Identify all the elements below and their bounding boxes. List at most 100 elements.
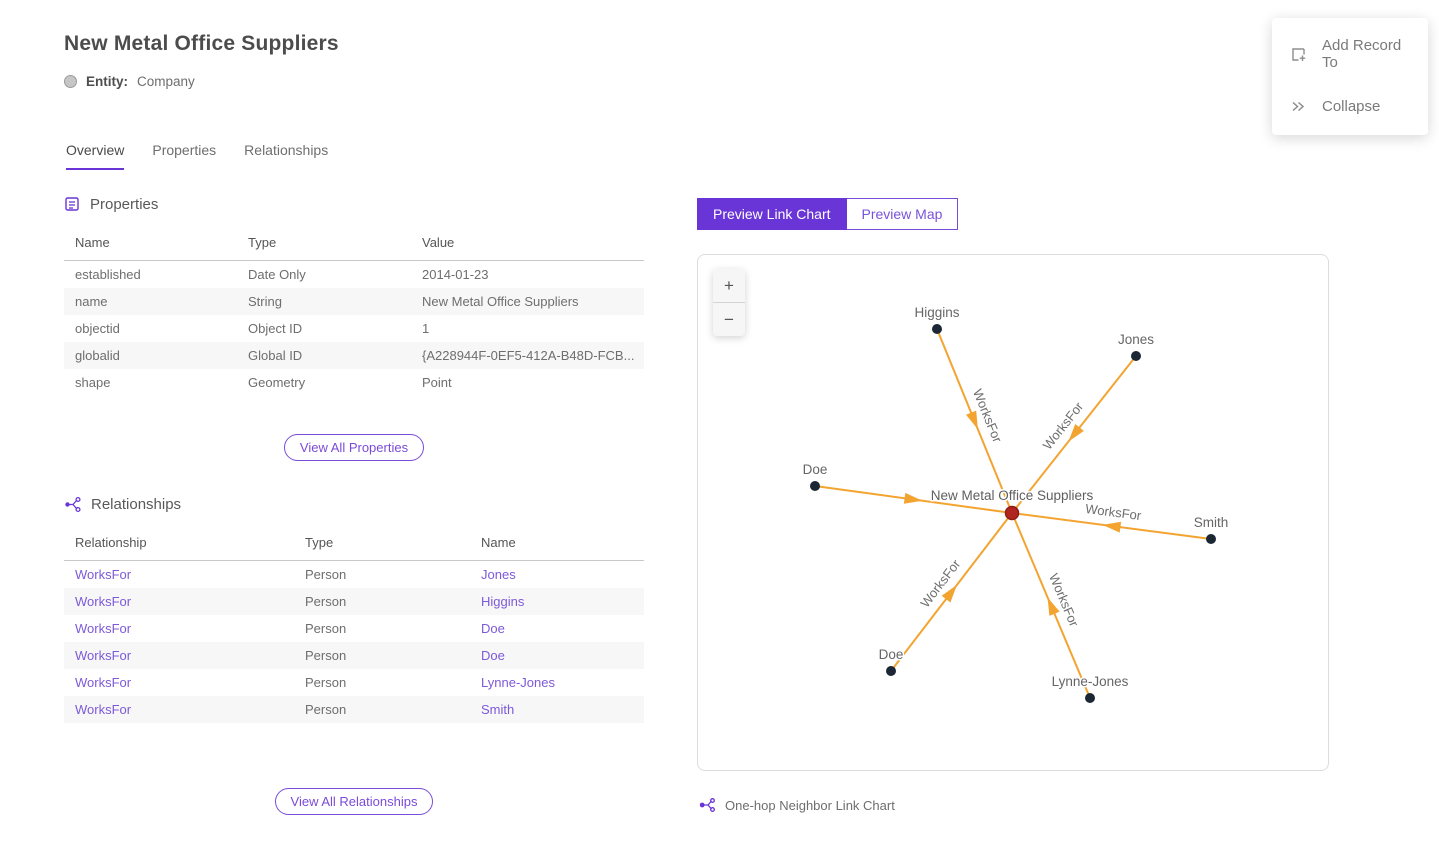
tab-overview[interactable]: Overview [66,142,125,170]
relationships-table: Relationship Type Name WorksFor Person Jones… [64,527,644,723]
cell-link[interactable]: Smith [481,702,515,717]
column-header-relationship: Relationship [64,527,294,561]
entity-row: Entity: Company [64,74,339,89]
cell-link[interactable]: WorksFor [75,594,132,609]
edge-arrow-icon [966,410,978,430]
graph-node-higgins[interactable] [932,324,942,334]
properties-icon [65,197,79,211]
graph-node-label: Lynne-Jones [1052,674,1129,689]
relationship-row: WorksFor Person Doe [64,615,644,642]
cell: Person [305,675,347,690]
edge-label: WorksFor [1046,571,1082,629]
graph-node-lynne_jones[interactable] [1085,693,1095,703]
cell: String [248,294,282,309]
edge-arrow-icon [903,492,923,504]
menu-item-label: Collapse [1322,98,1381,115]
column-header-name: Name [470,527,644,561]
relationships-section-header: Relationships [64,496,644,513]
tab-preview-link-chart[interactable]: Preview Link Chart [697,198,847,230]
tab-relationships[interactable]: Relationships [244,142,329,158]
relationship-row: WorksFor Person Doe [64,642,644,669]
properties-heading: Properties [90,196,159,213]
entity-symbol-icon [64,75,77,88]
relationship-row: WorksFor Person Jones [64,561,644,589]
view-all-properties-button[interactable]: View All Properties [283,434,425,461]
graph-node-center[interactable] [1004,505,1020,521]
edge-arrow-icon [941,584,957,603]
graph-node-label: Doe [879,647,904,662]
zoom-out-button[interactable]: − [713,303,745,336]
menu-item-add-record-to[interactable]: Add Record To [1272,24,1428,84]
cell: Object ID [248,321,303,336]
properties-section-header: Properties [64,196,644,213]
cell: Geometry [248,375,306,390]
cell-link[interactable]: Higgins [481,594,525,609]
cell: {A228944F-0EF5-412A-B48D-FCB... [422,348,635,363]
edge-label: WorksFor [1040,399,1087,453]
cell: Person [305,594,347,609]
properties-section: Properties Name Type Value established Date… [64,196,644,396]
relationships-section: Relationships Relationship Type Name Works… [64,496,644,723]
cell-link[interactable]: WorksFor [75,648,132,663]
edge-arrow-icon [1068,424,1084,442]
relationships-icon [65,496,81,513]
zoom-control: + − [713,269,745,336]
preview-tab-bar: Preview Link Chart Preview Map [697,198,959,230]
page-title: New Metal Office Suppliers [64,32,339,55]
cell-link[interactable]: WorksFor [75,567,132,582]
relationships-heading: Relationships [91,496,182,513]
tab-preview-map[interactable]: Preview Map [846,198,959,230]
edge-label: WorksFor [1085,501,1143,523]
menu-item-collapse[interactable]: Collapse [1272,84,1428,129]
tab-bar: Overview Properties Relationships [66,142,328,170]
edge-arrow-icon [1102,521,1122,533]
graph-node-jones[interactable] [1131,351,1141,361]
context-menu: Add Record To Collapse [1272,18,1428,135]
cell: Person [305,567,347,582]
chart-caption-text: One-hop Neighbor Link Chart [725,797,895,813]
graph-node-label: Smith [1194,515,1229,530]
page-header: New Metal Office Suppliers Entity: Compa… [64,32,339,89]
cell-link[interactable]: WorksFor [75,702,132,717]
one-hop-link-chart-icon [699,798,715,812]
cell-link[interactable]: WorksFor [75,675,132,690]
graph-node-doe1[interactable] [810,481,820,491]
cell: Person [305,648,347,663]
column-header-name: Name [64,227,237,261]
column-header-type: Type [294,527,470,561]
cell: Person [305,621,347,636]
cell: Point [422,375,452,390]
cell: Date Only [248,267,306,282]
property-row: globalid Global ID {A228944F-0EF5-412A-B48… [64,342,644,369]
cell-link[interactable]: Lynne-Jones [481,675,555,690]
relationship-row: WorksFor Person Smith [64,696,644,723]
cell-link[interactable]: WorksFor [75,621,132,636]
edge-arrow-icon [1047,597,1060,616]
tab-properties[interactable]: Properties [152,142,217,158]
cell: Person [305,702,347,717]
graph-node-doe2[interactable] [886,666,896,676]
graph-node-label: Higgins [914,305,959,320]
edge-label: WorksFor [917,556,963,610]
property-row: shape Geometry Point [64,369,644,396]
cell: name [75,294,108,309]
property-row: name String New Metal Office Suppliers [64,288,644,315]
add-record-icon [1292,47,1306,61]
property-row: objectid Object ID 1 [64,315,644,342]
cell-link[interactable]: Doe [481,648,505,663]
cell-link[interactable]: Jones [481,567,516,582]
property-row: established Date Only 2014-01-23 [64,261,644,289]
cell: New Metal Office Suppliers [422,294,579,309]
cell: Global ID [248,348,303,363]
graph-node-label: Jones [1118,332,1154,347]
zoom-in-button[interactable]: + [713,269,745,302]
cell-link[interactable]: Doe [481,621,505,636]
entity-label: Entity: [86,74,128,89]
relationship-row: WorksFor Person Higgins [64,588,644,615]
graph-node-smith[interactable] [1206,534,1216,544]
view-all-relationships-button[interactable]: View All Relationships [274,788,434,815]
entity-type: Company [137,74,195,89]
collapse-icon [1292,101,1305,112]
column-header-type: Type [237,227,411,261]
